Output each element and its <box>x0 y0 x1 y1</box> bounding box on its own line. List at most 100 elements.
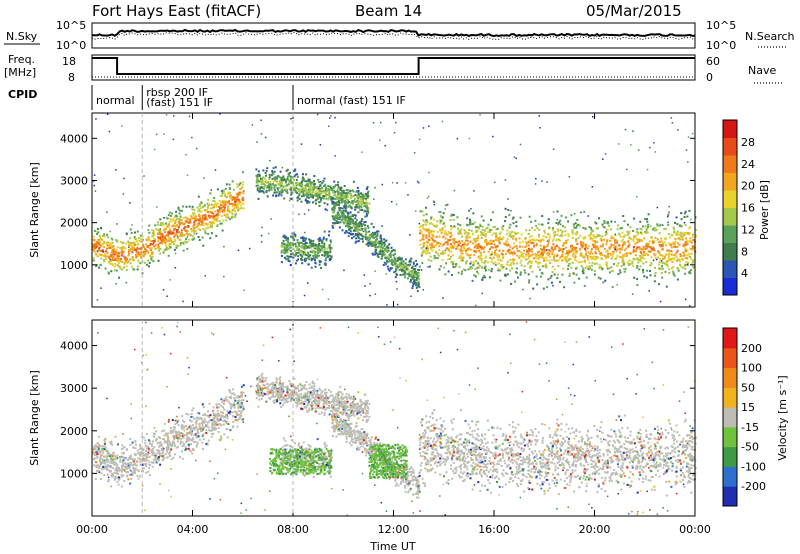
scatter-cell <box>115 283 117 285</box>
scatter-cell <box>334 214 337 217</box>
scatter-cell <box>510 263 513 266</box>
scatter-cell <box>409 234 411 236</box>
scatter-cell <box>334 190 337 193</box>
scatter-cell <box>448 258 451 261</box>
scatter-cell <box>537 254 540 257</box>
scatter-cell <box>284 256 286 259</box>
scatter-cell <box>616 248 619 251</box>
scatter-cell <box>629 252 632 255</box>
scatter-cell <box>694 234 697 237</box>
scatter-cell <box>452 261 455 263</box>
scatter-cell <box>344 204 347 207</box>
scatter-cell <box>492 262 495 265</box>
scatter-cell <box>374 231 377 234</box>
scatter-cell <box>473 253 476 256</box>
scatter-cell <box>207 232 210 235</box>
scatter-cell <box>137 251 140 254</box>
scatter-cell <box>456 241 459 244</box>
scatter-cell <box>557 265 560 268</box>
scatter-cell <box>330 115 332 117</box>
scatter-cell <box>220 215 223 218</box>
scatter-cell <box>295 187 298 189</box>
scatter-cell <box>332 186 335 188</box>
scatter-cell <box>352 200 354 202</box>
noise-panel: N.Sky 10^5 10^0 10^5 10^0 N.Search <box>4 19 795 52</box>
scatter-cell <box>127 478 130 481</box>
scatter-cell <box>433 204 436 206</box>
scatter-cell <box>671 242 674 245</box>
scatter-cell <box>331 202 334 205</box>
scatter-cell <box>474 268 477 270</box>
scatter-cell <box>391 201 393 203</box>
scatter-cell <box>543 260 546 262</box>
scatter-cell <box>187 218 189 221</box>
scatter-cell <box>387 244 390 247</box>
scatter-cell <box>616 241 619 244</box>
scatter-cell <box>413 270 416 273</box>
scatter-cell <box>557 228 559 231</box>
scatter-cell <box>515 225 518 228</box>
scatter-cell <box>421 236 424 239</box>
scatter-cell <box>369 294 371 297</box>
scatter-cell <box>157 231 160 234</box>
scatter-cell <box>212 205 215 208</box>
scatter-cell <box>140 246 143 249</box>
scatter-cell <box>647 243 650 246</box>
scatter-cell <box>447 254 450 257</box>
scatter-cell <box>571 229 574 232</box>
scatter-cell <box>538 239 541 242</box>
scatter-cell <box>226 213 229 216</box>
scatter-cell <box>491 253 493 256</box>
scatter-cell <box>264 136 267 139</box>
scatter-cell <box>492 246 495 249</box>
scatter-cell <box>103 240 106 243</box>
scatter-cell <box>428 235 431 238</box>
scatter-cell <box>365 236 368 239</box>
scatter-cell <box>262 169 265 172</box>
scatter-cell <box>165 234 168 237</box>
scatter-cell <box>552 238 555 241</box>
scatter-cell <box>283 197 286 200</box>
scatter-cell <box>288 188 291 190</box>
scatter-cell <box>651 241 654 244</box>
scatter-cell <box>165 216 168 219</box>
scatter-cell <box>352 224 355 227</box>
scatter-cell <box>251 124 254 126</box>
scatter-cell <box>543 265 546 268</box>
scatter-cell <box>430 244 433 247</box>
scatter-cell <box>376 237 379 240</box>
scatter-cell <box>566 250 569 253</box>
scatter-cell <box>586 255 589 257</box>
scatter-cell <box>439 228 442 231</box>
scatter-cell <box>280 180 283 183</box>
scatter-cell <box>378 251 381 254</box>
scatter-cell <box>386 255 389 258</box>
scatter-cell <box>265 174 267 177</box>
scatter-cell <box>231 426 234 429</box>
scatter-cell <box>289 246 292 249</box>
scatter-cell <box>463 248 466 251</box>
scatter-cell <box>381 225 383 227</box>
scatter-cell <box>364 192 367 195</box>
scatter-cell <box>444 249 447 252</box>
scatter-cell <box>352 194 355 197</box>
scatter-cell <box>330 189 333 191</box>
scatter-cell <box>344 217 346 220</box>
scatter-cell <box>302 242 305 245</box>
scatter-cell <box>212 222 215 225</box>
scatter-cell <box>539 244 542 247</box>
scatter-cell <box>300 257 303 260</box>
scatter-cell <box>396 303 399 306</box>
scatter-cell <box>196 206 199 209</box>
scatter-cell <box>654 253 657 256</box>
scatter-cell <box>498 249 501 252</box>
scatter-cell <box>612 237 615 240</box>
scatter-cell <box>93 239 96 242</box>
scatter-cell <box>94 244 97 247</box>
scatter-cell <box>679 255 682 257</box>
scatter-cell <box>469 222 471 225</box>
scatter-cell <box>200 223 203 226</box>
scatter-cell <box>334 155 336 157</box>
scatter-cell <box>578 261 581 264</box>
scatter-cell <box>600 252 603 255</box>
